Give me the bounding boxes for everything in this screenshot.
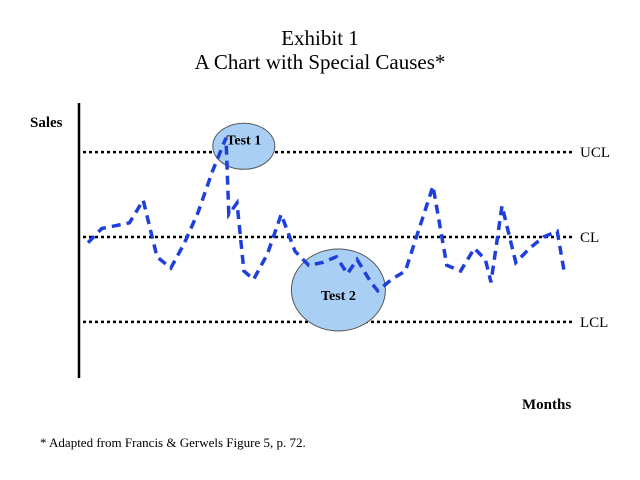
data-point-25 xyxy=(391,279,392,280)
annotation-bubble-2 xyxy=(290,248,386,332)
data-point-14 xyxy=(253,279,254,280)
data-point-34 xyxy=(502,205,503,206)
ref-label-ucl: UCL xyxy=(580,145,610,161)
data-point-28 xyxy=(433,186,434,187)
data-point-4 xyxy=(143,200,144,201)
data-point-32 xyxy=(485,259,486,260)
data-point-15 xyxy=(267,253,268,254)
data-point-31 xyxy=(474,248,475,249)
annotation-label-2: Test 2 xyxy=(321,289,356,304)
chart-title-line1: Exhibit 1 xyxy=(281,26,359,50)
annotation-labels: Test 1 Test 2 xyxy=(226,133,355,304)
sales-series-line xyxy=(86,137,566,294)
data-point-39 xyxy=(564,270,565,271)
x-axis-label: Months xyxy=(522,397,571,413)
data-point-7 xyxy=(184,242,185,243)
data-point-5 xyxy=(157,256,158,257)
data-point-36 xyxy=(529,248,530,249)
data-point-16 xyxy=(281,214,282,215)
ref-label-lcl: LCL xyxy=(580,315,608,331)
ref-label-cl: CL xyxy=(580,230,599,246)
annotation-bubbles xyxy=(212,122,386,332)
data-point-27 xyxy=(419,228,420,229)
annotation-bubble-1 xyxy=(212,122,276,170)
chart-title-line2: A Chart with Special Causes* xyxy=(194,50,446,74)
reference-lines: UCL CL LCL xyxy=(83,145,610,331)
footnote: * Adapted from Francis & Gerwels Figure … xyxy=(40,435,306,450)
y-axis-label: Sales xyxy=(30,115,63,131)
annotation-label-1: Test 1 xyxy=(226,133,261,148)
data-point-26 xyxy=(405,270,406,271)
